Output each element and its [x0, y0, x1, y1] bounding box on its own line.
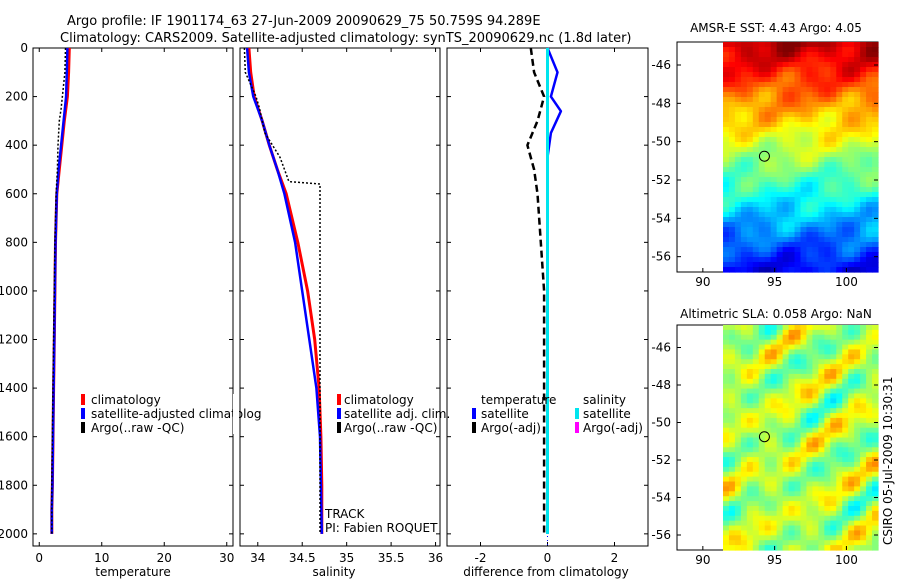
- header-title-line2: Climatology: CARS2009. Satellite-adjuste…: [60, 31, 632, 46]
- header-title-line1: Argo profile: IF 1901174_63 27-Jun-2009 …: [67, 14, 541, 29]
- lat-tick-label: -54: [651, 491, 671, 505]
- pi-annotation: PI: Fabien ROQUET: [325, 521, 438, 535]
- series-argo-raw-qc: [51, 47, 67, 534]
- legend-label-climatology: climatology: [344, 393, 414, 407]
- x-tick-label: 0: [35, 551, 43, 565]
- legend-label-satellite: satellite adj. clim.: [344, 407, 450, 421]
- legend-swatch-sal-satellite: [575, 408, 579, 419]
- depth-tick-label: 1400: [0, 381, 28, 395]
- sla-map-title: Altimetric SLA: 0.058 Argo: NaN: [680, 307, 872, 321]
- lat-tick-label: -48: [651, 96, 671, 110]
- legend-swatch-climatology: [81, 394, 85, 405]
- lat-tick-label: -46: [651, 341, 671, 355]
- depth-tick-label: 1200: [0, 333, 28, 347]
- series-climatology: [247, 47, 324, 534]
- difference-panel: difference from climatology -2 0 2 tempera…: [446, 47, 649, 579]
- legend-label-satellite: satellite-adjusted climatolog: [91, 407, 261, 421]
- legend-label-sal-satellite: satellite: [583, 407, 631, 421]
- depth-tick-label: 1000: [0, 284, 28, 298]
- depth-tick-label: 1800: [0, 478, 28, 492]
- depth-tick-label: 0: [20, 41, 28, 55]
- lon-tick-label: 90: [695, 275, 710, 289]
- x-tick-label: 10: [94, 551, 109, 565]
- x-tick-label: 30: [219, 551, 234, 565]
- legend-swatch-argo: [81, 422, 85, 433]
- argo-position-marker: [758, 150, 770, 162]
- argo-position-marker: [758, 431, 770, 443]
- x-tick-label: 35: [339, 551, 354, 565]
- lon-tick-label: 95: [767, 275, 782, 289]
- legend-label-sal-argo: Argo(-adj): [583, 421, 643, 435]
- difference-xlabel: difference from climatology: [463, 565, 629, 579]
- depth-tick-label: 800: [5, 235, 28, 249]
- temperature-xlabel: temperature: [95, 565, 170, 579]
- temperature-panel: temperature 0 10 20 30 0 200 400 600 800 1000 1200…: [0, 41, 261, 579]
- legend-swatch-satellite: [81, 408, 85, 419]
- lat-tick-label: -54: [651, 211, 671, 225]
- salinity-legend: climatology satellite adj. clim. Argo(..…: [337, 393, 450, 435]
- footer-credit: CSIRO 05-Jul-2009 10:30:31: [881, 377, 895, 545]
- depth-tick-label: 600: [5, 187, 28, 201]
- sst-map-panel: AMSR-E SST: 4.43 Argo: 4.05 -46 -48 -50 -52…: [651, 21, 879, 289]
- lon-tick-label: 90: [695, 553, 710, 567]
- lat-tick-label: -52: [651, 453, 671, 467]
- depth-tick-label: 400: [5, 138, 28, 152]
- x-tick-label: 36: [428, 551, 443, 565]
- x-tick-label: 20: [157, 551, 172, 565]
- x-tick-label: 34.5: [289, 551, 316, 565]
- legend-clip-mask: [233, 394, 239, 434]
- track-annotation: TRACK: [324, 507, 366, 521]
- depth-tick-label: 2000: [0, 527, 28, 541]
- salinity-panel: salinity 34 34.5 35 35.5 36 climatology sate…: [239, 47, 450, 579]
- sla-map-panel: Altimetric SLA: 0.058 Argo: NaN -46 -48 -5…: [651, 307, 879, 567]
- sst-map-field: [723, 42, 879, 273]
- legend-swatch-sal-argo: [575, 422, 579, 433]
- series-temperature-satellite: [546, 47, 563, 534]
- legend-swatch-argo: [337, 422, 341, 433]
- legend-label-argo: Argo(..raw -QC): [91, 421, 184, 435]
- lat-tick-label: -50: [651, 135, 671, 149]
- legend-label-temp-satellite: satellite: [481, 407, 529, 421]
- lon-tick-label: 100: [835, 553, 858, 567]
- lat-tick-label: -52: [651, 173, 671, 187]
- lon-tick-label: 100: [835, 275, 858, 289]
- series-temperature-argo-adj: [526, 47, 546, 534]
- salinity-xlabel: salinity: [312, 565, 355, 579]
- sst-map-title: AMSR-E SST: 4.43 Argo: 4.05: [690, 21, 862, 35]
- lat-tick-label: -50: [651, 416, 671, 430]
- x-tick-label: 35.5: [378, 551, 405, 565]
- legend-label-temp-argo: Argo(-adj): [481, 421, 541, 435]
- legend-group-salinity: salinity: [583, 393, 626, 407]
- legend-swatch-temp-argo: [472, 422, 476, 433]
- depth-tick-label: 200: [5, 90, 28, 104]
- series-satellite-adj-clim: [245, 47, 324, 534]
- lon-tick-label: 95: [767, 553, 782, 567]
- sla-map-field: [723, 325, 879, 551]
- lat-tick-label: -56: [651, 250, 671, 264]
- depth-tick-label: 1600: [0, 430, 28, 444]
- legend-swatch-temp-satellite: [472, 408, 476, 419]
- legend-label-climatology: climatology: [91, 393, 161, 407]
- lat-tick-label: -56: [651, 528, 671, 542]
- legend-swatch-climatology: [337, 394, 341, 405]
- difference-legend: temperature salinity satellite Argo(-adj…: [472, 393, 643, 435]
- lat-tick-label: -46: [651, 58, 671, 72]
- temperature-axes-box: [32, 47, 234, 547]
- x-tick-label: 34: [250, 551, 265, 565]
- legend-group-temperature: temperature: [481, 393, 556, 407]
- x-tick-label: 2: [611, 551, 619, 565]
- x-tick-label: 0: [544, 551, 552, 565]
- legend-swatch-satellite: [337, 408, 341, 419]
- salinity-axes-box: [239, 47, 441, 547]
- lat-tick-label: -48: [651, 378, 671, 392]
- temperature-legend: climatology satellite-adjusted climatolo…: [81, 393, 261, 435]
- x-tick-label: -2: [475, 551, 487, 565]
- legend-label-argo: Argo(..raw -QC): [344, 421, 437, 435]
